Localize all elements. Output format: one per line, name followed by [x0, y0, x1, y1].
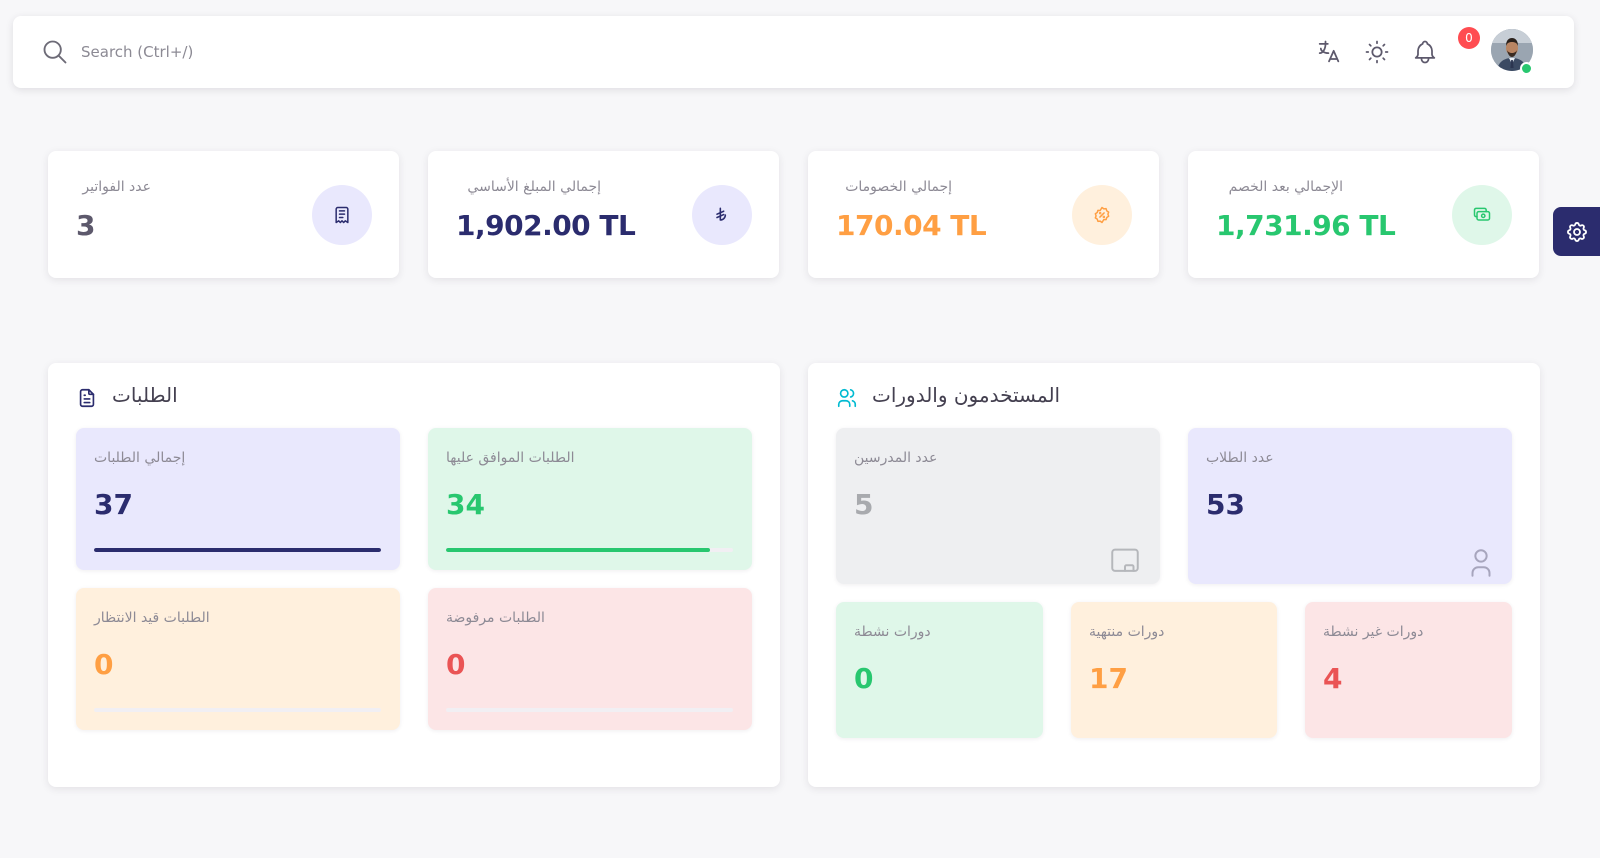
tile-label: الطلبات قيد الانتظار — [94, 610, 210, 626]
tile-active-courses: دورات نشطة 0 — [836, 602, 1043, 738]
stat-card-base-amount: إجمالي المبلغ الأساسي 1,902.00 TL — [428, 151, 779, 278]
tile-value: 37 — [94, 488, 133, 521]
panel-title: الطلبات — [112, 383, 178, 407]
tile-value: 5 — [854, 488, 874, 521]
stat-label: عدد الفواتير — [82, 179, 151, 195]
requests-panel: الطلبات إجمالي الطلبات 37 الطلبات المواف… — [48, 363, 780, 787]
online-status-dot — [1520, 62, 1533, 75]
tile-value: 4 — [1323, 662, 1343, 695]
stat-card-total-after-discount: الإجمالي بعد الخصم 1,731.96 TL — [1188, 151, 1539, 278]
tile-label: دورات منتهية — [1089, 624, 1165, 640]
language-button[interactable] — [1315, 38, 1343, 66]
lira-icon — [716, 207, 727, 221]
tile-value: 0 — [854, 662, 874, 695]
notifications-button[interactable] — [1411, 38, 1439, 66]
notification-badge: 0 — [1458, 27, 1480, 49]
search-icon[interactable] — [41, 38, 69, 66]
users-courses-panel: المستخدمون والدورات عدد المدرسين 5 عدد ا… — [808, 363, 1540, 787]
tile-label: دورات غير نشطة — [1323, 624, 1424, 640]
tile-label: الطلبات الموافق عليها — [446, 450, 575, 466]
user-avatar-icon — [1491, 29, 1533, 71]
users-icon — [837, 388, 857, 408]
gear-icon — [1566, 221, 1587, 242]
tile-label: عدد المدرسين — [854, 450, 938, 466]
stat-value: 1,902.00 TL — [456, 209, 636, 242]
tile-total-requests: إجمالي الطلبات 37 — [76, 428, 400, 570]
discount-icon — [1094, 206, 1110, 224]
stat-card-invoices-count: عدد الفواتير 3 — [48, 151, 399, 278]
tile-inactive-courses: دورات غير نشطة 4 — [1305, 602, 1512, 738]
tile-value: 0 — [94, 648, 114, 681]
tile-value: 34 — [446, 488, 485, 521]
stat-label: إجمالي المبلغ الأساسي — [467, 179, 601, 195]
top-navbar: 0 — [13, 16, 1574, 88]
document-icon — [79, 388, 95, 408]
translate-icon — [1318, 40, 1340, 63]
tile-students-count: عدد الطلاب 53 — [1188, 428, 1512, 584]
stat-value: 3 — [76, 209, 95, 242]
progress-bar — [94, 548, 381, 552]
tile-approved-requests: الطلبات الموافق عليها 34 — [428, 428, 752, 570]
tile-rejected-requests: الطلبات مرفوضة 0 — [428, 588, 752, 730]
avatar[interactable] — [1491, 29, 1533, 71]
stat-value: 1,731.96 TL — [1216, 209, 1396, 242]
theme-toggle-button[interactable] — [1363, 38, 1391, 66]
stat-label: الإجمالي بعد الخصم — [1228, 179, 1343, 195]
tile-pending-requests: الطلبات قيد الانتظار 0 — [76, 588, 400, 730]
tile-label: دورات نشطة — [854, 624, 931, 640]
progress-fill — [446, 548, 711, 552]
stat-value: 170.04 TL — [836, 209, 987, 242]
panel-title: المستخدمون والدورات — [872, 383, 1061, 407]
tile-label: الطلبات مرفوضة — [446, 610, 545, 626]
tile-finished-courses: دورات منتهية 17 — [1071, 602, 1277, 738]
bell-icon — [1414, 40, 1436, 64]
stat-icon-wrapper — [692, 185, 752, 245]
progress-bar — [94, 708, 381, 712]
progress-bar — [446, 548, 733, 552]
stat-card-total-discounts: إجمالي الخصومات 170.04 TL — [808, 151, 1159, 278]
tile-label: عدد الطلاب — [1206, 450, 1274, 466]
sun-icon — [1365, 40, 1389, 64]
stat-label: إجمالي الخصومات — [845, 179, 952, 195]
stat-icon-wrapper — [1452, 185, 1512, 245]
tile-teachers-count: عدد المدرسين 5 — [836, 428, 1160, 584]
cash-icon — [1473, 207, 1491, 221]
settings-customizer-button[interactable] — [1553, 207, 1600, 256]
progress-bar — [446, 708, 733, 712]
tile-value: 0 — [446, 648, 466, 681]
tile-value: 17 — [1089, 662, 1128, 695]
chalkboard-icon — [1111, 548, 1139, 572]
progress-fill — [94, 548, 381, 552]
stat-icon-wrapper — [312, 185, 372, 245]
tile-label: إجمالي الطلبات — [94, 450, 186, 466]
user-icon — [1471, 549, 1491, 577]
receipt-icon — [335, 206, 349, 224]
stat-icon-wrapper — [1072, 185, 1132, 245]
tile-value: 53 — [1206, 488, 1245, 521]
search-input[interactable] — [79, 38, 479, 66]
